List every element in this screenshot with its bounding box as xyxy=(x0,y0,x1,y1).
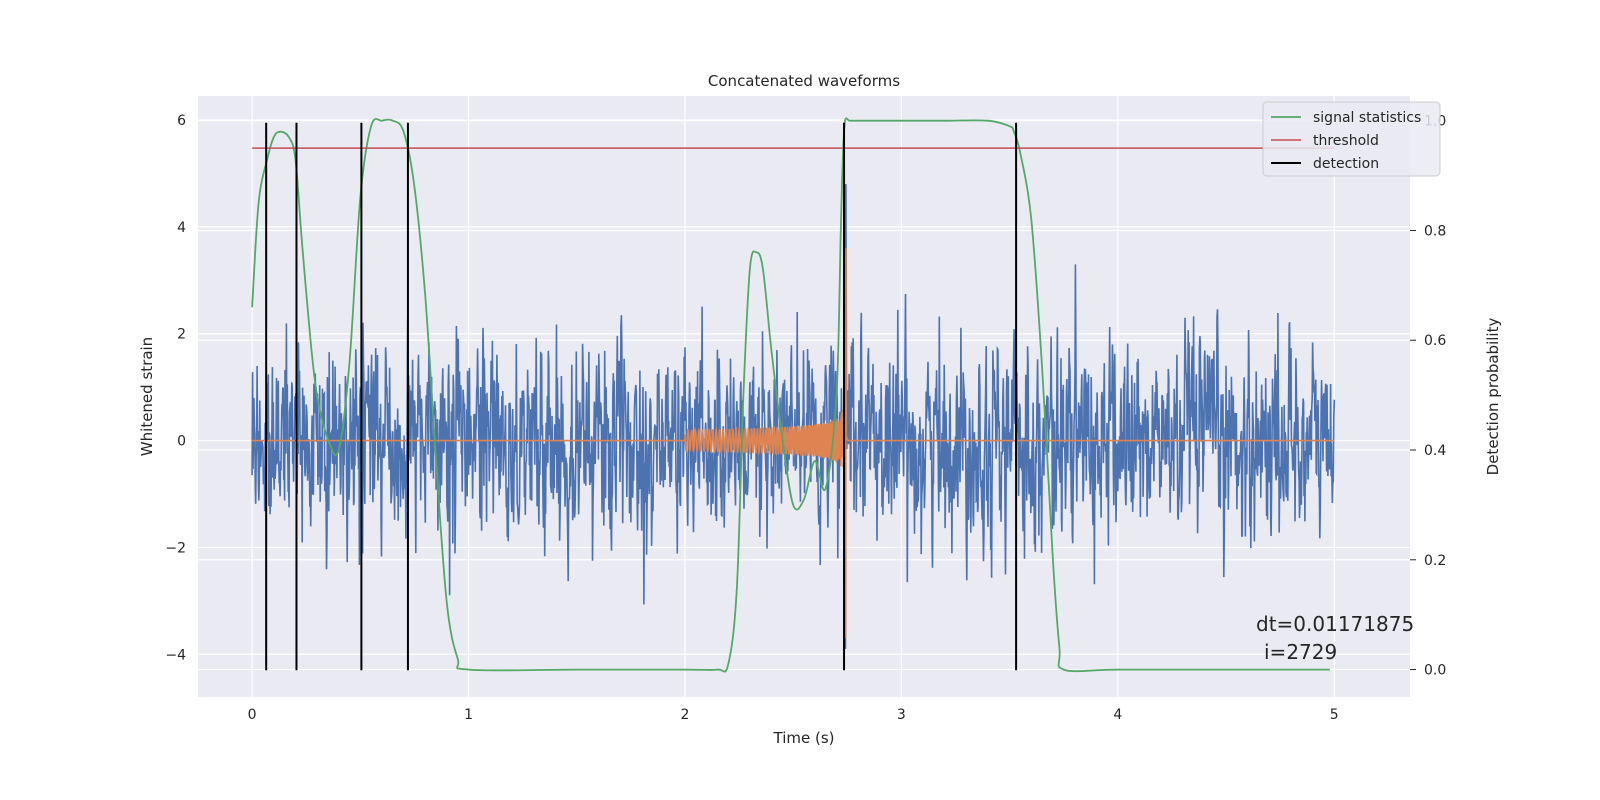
y2-tick-label: 0.8 xyxy=(1424,223,1446,239)
legend-box xyxy=(1262,101,1441,177)
x-tick-label: 2 xyxy=(681,707,690,723)
x-tick-label: 4 xyxy=(1113,707,1122,723)
y-axis-label: Whitened strain xyxy=(138,337,156,456)
y-tick-label: −4 xyxy=(165,647,186,663)
y-tick-label: 2 xyxy=(177,327,186,343)
y-tick-label: 4 xyxy=(177,220,186,236)
annotation-index: i=2729 xyxy=(1264,640,1337,664)
y-tick-label: 6 xyxy=(177,113,186,129)
legend-entry-threshold: threshold xyxy=(1313,133,1379,149)
y2-axis-label: Detection probability xyxy=(1484,318,1502,476)
y2-tick-label: 0.6 xyxy=(1424,333,1446,349)
annotation-dt: dt=0.01171875 xyxy=(1256,612,1414,636)
x-tick-label: 0 xyxy=(248,707,257,723)
signal-statistics-line xyxy=(251,117,1330,673)
chart-title: Concatenated waveforms xyxy=(708,72,900,90)
legend-entry-detection: detection xyxy=(1313,156,1379,172)
legend-entry-signal-statistics: signal statistics xyxy=(1313,110,1421,126)
y-tick-label: −2 xyxy=(165,540,186,556)
x-tick-label: 3 xyxy=(897,707,906,723)
y2-tick-label: 0.2 xyxy=(1424,553,1446,569)
y-tick-label: 0 xyxy=(177,434,186,450)
x-axis-label: Time (s) xyxy=(773,729,835,747)
detection-lines xyxy=(265,122,1018,671)
legend: signal statistics threshold detection xyxy=(1262,101,1441,177)
x-tick-label: 1 xyxy=(464,707,473,723)
x-tick-label: 5 xyxy=(1330,707,1339,723)
template-series-line xyxy=(252,248,1335,639)
y2-tick-label: 0.4 xyxy=(1424,443,1446,459)
y2-tick-label: 0.0 xyxy=(1424,663,1446,679)
